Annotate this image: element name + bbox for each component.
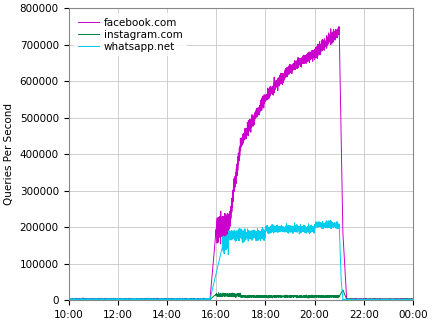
facebook.com [273, 81, 278, 85]
instagram.com [340, 288, 346, 292]
whatsapp.net [66, 298, 71, 302]
instagram.com [323, 294, 328, 298]
facebook.com [349, 297, 354, 301]
instagram.com [198, 297, 203, 301]
instagram.com [129, 297, 134, 301]
Legend: facebook.com, instagram.com, whatsapp.net: facebook.com, instagram.com, whatsapp.ne… [74, 13, 187, 56]
whatsapp.net [198, 297, 203, 301]
facebook.com [129, 297, 134, 301]
instagram.com [142, 298, 147, 302]
instagram.com [349, 297, 355, 301]
whatsapp.net [323, 224, 328, 227]
Line: whatsapp.net: whatsapp.net [69, 220, 413, 300]
facebook.com [197, 296, 203, 300]
facebook.com [323, 42, 328, 46]
facebook.com [290, 66, 295, 70]
instagram.com [273, 294, 278, 298]
whatsapp.net [349, 297, 355, 301]
whatsapp.net [77, 298, 83, 302]
facebook.com [66, 297, 71, 301]
facebook.com [409, 298, 414, 302]
Y-axis label: Queries Per Second: Queries Per Second [4, 103, 14, 205]
whatsapp.net [410, 297, 416, 301]
whatsapp.net [290, 227, 295, 231]
instagram.com [290, 295, 295, 299]
facebook.com [410, 297, 416, 301]
whatsapp.net [273, 227, 278, 231]
Line: facebook.com: facebook.com [69, 27, 413, 300]
instagram.com [410, 297, 416, 301]
facebook.com [337, 25, 342, 29]
instagram.com [66, 297, 71, 301]
whatsapp.net [327, 218, 333, 222]
whatsapp.net [129, 297, 134, 301]
Line: instagram.com: instagram.com [69, 290, 413, 300]
